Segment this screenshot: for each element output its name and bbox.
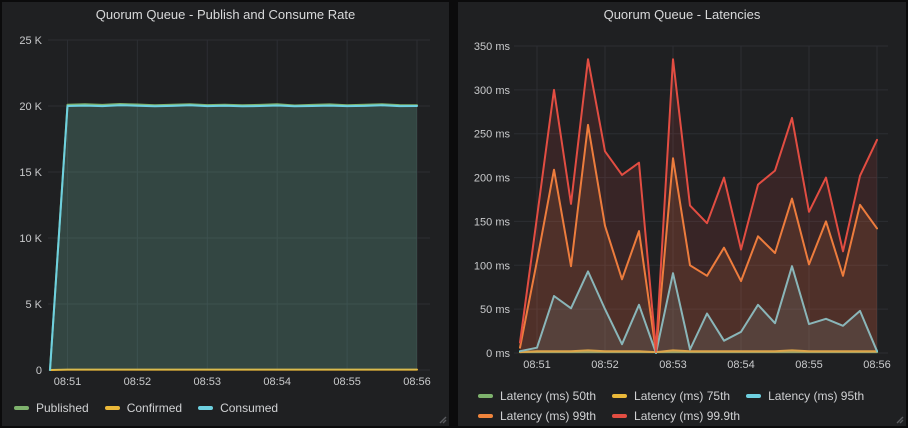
y-tick-label: 5 K <box>25 299 42 311</box>
series-line-consumed <box>49 104 418 371</box>
legend-item-consumed[interactable]: Consumed <box>198 398 278 418</box>
x-tick-label: 08:52 <box>124 376 152 388</box>
y-tick-label: 25 K <box>19 35 42 47</box>
x-tick-label: 08:56 <box>403 376 431 388</box>
y-tick-label: 0 <box>36 365 42 377</box>
series-line-latency-99.9th <box>519 58 878 352</box>
resize-handle-icon[interactable] <box>894 414 904 424</box>
legend-swatch-icon <box>104 406 120 410</box>
x-tick-label: 08:54 <box>727 359 755 371</box>
y-tick-label: 15 K <box>19 167 42 179</box>
panel-title[interactable]: Quorum Queue - Latencies <box>603 7 761 22</box>
panel-latencies: Quorum Queue - Latencies 0 ms 50 ms 100 ms… <box>458 2 906 426</box>
legend-swatch-icon <box>14 406 29 410</box>
legend-label: Latency (ms) 50th <box>500 389 597 403</box>
legend-label: Latency (ms) 99.9th <box>634 409 741 423</box>
series-area-published <box>50 104 417 370</box>
legend-row: Latency (ms) 50th Latency (ms) 75th Latenc… <box>478 384 906 404</box>
x-tick-label: 08:53 <box>194 376 222 388</box>
legend: Latency (ms) 50th Latency (ms) 75th Latenc… <box>478 384 906 424</box>
legend-swatch-icon <box>478 414 493 418</box>
resize-handle-icon[interactable] <box>437 414 447 424</box>
series-area-latency-95th <box>520 266 877 353</box>
legend: Published Confirmed Consumed <box>14 396 449 416</box>
legend-item-latency-75th[interactable]: Latency (ms) 75th <box>612 386 730 406</box>
y-tick-label: 250 ms <box>474 129 511 141</box>
x-tick-label: 08:55 <box>333 376 361 388</box>
legend-label: Consumed <box>220 401 279 415</box>
x-tick-label: 08:55 <box>795 359 823 371</box>
x-tick-label: 08:51 <box>523 359 551 371</box>
legend-label: Confirmed <box>126 401 183 415</box>
legend-item-published[interactable]: Published <box>14 398 89 418</box>
x-tick-label: 08:53 <box>659 359 687 371</box>
legend-label: Latency (ms) 95th <box>768 389 865 403</box>
series-line-latency-75th <box>519 349 878 354</box>
legend-item-latency-99th[interactable]: Latency (ms) 99th <box>478 406 596 426</box>
legend-label: Published <box>36 401 89 415</box>
legend-item-confirmed[interactable]: Confirmed <box>104 398 183 418</box>
legend-swatch-icon <box>612 394 628 398</box>
x-tick-label: 08:51 <box>54 376 82 388</box>
legend-swatch-icon <box>478 394 493 398</box>
series-line-latency-95th <box>519 265 878 354</box>
y-tick-label: 150 ms <box>474 216 511 228</box>
y-tick-label: 300 ms <box>474 85 511 97</box>
legend-label: Latency (ms) 75th <box>634 389 731 403</box>
x-tick-label: 08:52 <box>591 359 619 371</box>
latencies-chart[interactable]: 0 ms 50 ms 100 ms 150 ms 200 ms 250 ms 300 ms 3… <box>458 28 906 374</box>
panel-publish-consume-rate: Quorum Queue - Publish and Consume Rate … <box>2 2 449 426</box>
x-tick-label: 08:56 <box>863 359 891 371</box>
legend-item-latency-50th[interactable]: Latency (ms) 50th <box>478 386 596 406</box>
legend-row: Latency (ms) 99th Latency (ms) 99.9th <box>478 404 906 424</box>
legend-swatch-icon <box>746 394 762 398</box>
legend-swatch-icon <box>612 414 628 418</box>
legend-item-latency-99.9th[interactable]: Latency (ms) 99.9th <box>612 406 740 426</box>
y-tick-label: 200 ms <box>474 173 511 185</box>
series-line-latency-99th <box>519 123 878 354</box>
y-tick-label: 10 K <box>19 233 42 245</box>
y-tick-label: 350 ms <box>474 41 511 53</box>
legend-label: Latency (ms) 99th <box>500 409 597 423</box>
series-area-latency-99.9th <box>520 59 877 353</box>
legend-item-latency-95th[interactable]: Latency (ms) 95th <box>746 386 864 406</box>
y-tick-label: 20 K <box>19 101 42 113</box>
legend-swatch-icon <box>198 406 214 410</box>
publish-consume-chart[interactable]: 0 5 K 10 K 15 K 20 K 25 K 08:51 08:52 08:53 08:54… <box>2 28 449 390</box>
series-area-consumed <box>50 105 417 370</box>
series-area-latency-99th <box>520 124 877 354</box>
x-tick-label: 08:54 <box>263 376 291 388</box>
panel-title[interactable]: Quorum Queue - Publish and Consume Rate <box>95 7 356 22</box>
y-tick-label: 50 ms <box>480 304 510 316</box>
legend-row: Published Confirmed Consumed <box>14 396 449 416</box>
y-tick-label: 100 ms <box>474 260 511 272</box>
y-tick-label: 0 ms <box>486 348 510 360</box>
